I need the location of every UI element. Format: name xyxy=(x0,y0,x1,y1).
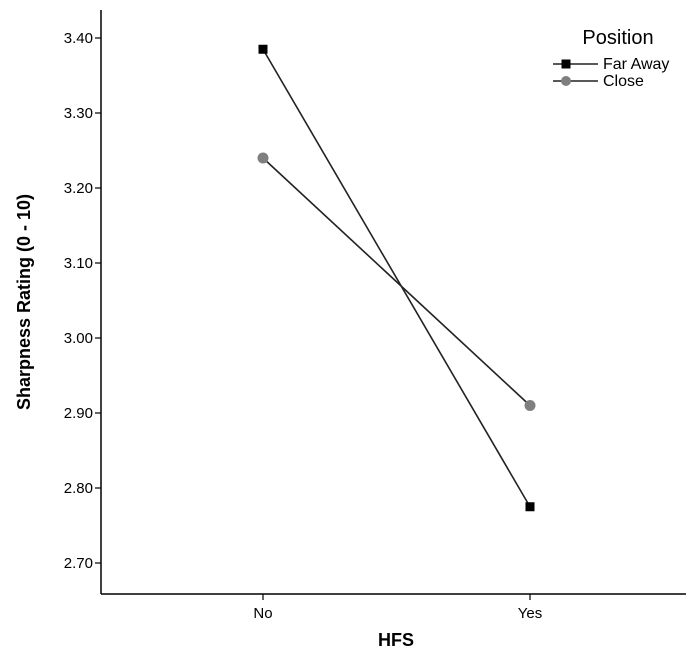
data-point-square xyxy=(525,502,535,512)
y-tick-label: 3.40 xyxy=(64,30,93,47)
series-layer xyxy=(257,44,536,512)
legend-circle-marker xyxy=(561,76,571,86)
data-point-circle xyxy=(524,400,536,411)
y-tick-label: 3.10 xyxy=(64,255,93,272)
y-tick-label: 3.30 xyxy=(64,105,93,122)
y-axis-title: Sharpness Rating (0 - 10) xyxy=(14,194,34,410)
legend-square-marker xyxy=(561,59,571,69)
y-tick-label: 2.80 xyxy=(64,480,93,497)
series-line-1 xyxy=(262,157,531,407)
data-point-square xyxy=(258,44,268,54)
y-tick-label: 2.90 xyxy=(64,405,93,422)
series-line-0 xyxy=(262,48,531,508)
y-tick-label: 3.00 xyxy=(64,330,93,347)
x-ticks: No Yes xyxy=(253,594,542,622)
x-tick-label: No xyxy=(253,605,272,622)
data-point-circle xyxy=(257,152,269,164)
legend-label: Far Away xyxy=(603,56,669,73)
y-ticks: 2.70 2.80 2.90 3.00 3.10 3.20 3.30 3.40 xyxy=(64,30,101,572)
axes xyxy=(100,10,686,595)
x-axis-title: HFS xyxy=(378,630,414,650)
legend-title: Position xyxy=(582,27,653,49)
x-tick-label: Yes xyxy=(518,605,542,622)
y-tick-label: 3.20 xyxy=(64,180,93,197)
y-tick-label: 2.70 xyxy=(64,555,93,572)
legend-label: Close xyxy=(603,73,644,90)
